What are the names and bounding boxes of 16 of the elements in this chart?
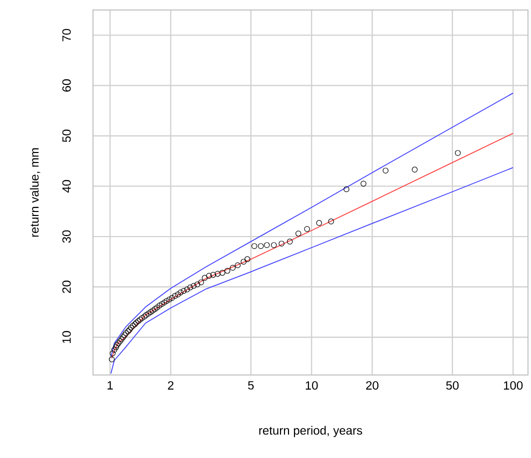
- x-axis-title: return period, years: [259, 426, 362, 438]
- y-tick-label: 60: [62, 79, 71, 92]
- y-tick-label: 30: [62, 230, 71, 243]
- y-tick-label: 20: [62, 280, 71, 293]
- x-tick-label: 50: [446, 381, 459, 390]
- x-tick-label: 100: [504, 381, 523, 390]
- x-tick-label: 1: [108, 381, 113, 390]
- x-tick-label: 20: [366, 381, 378, 390]
- x-tick-label: 2: [168, 381, 174, 390]
- x-tick-label: 10: [306, 381, 318, 390]
- y-axis-title: return value, mm: [30, 148, 40, 237]
- y-tick-label: 10: [62, 331, 71, 343]
- y-tick-label: 50: [62, 130, 71, 142]
- x-tick-label: 5: [248, 381, 254, 390]
- y-tick-label: 70: [62, 28, 71, 42]
- y-tick-label: 40: [62, 180, 71, 193]
